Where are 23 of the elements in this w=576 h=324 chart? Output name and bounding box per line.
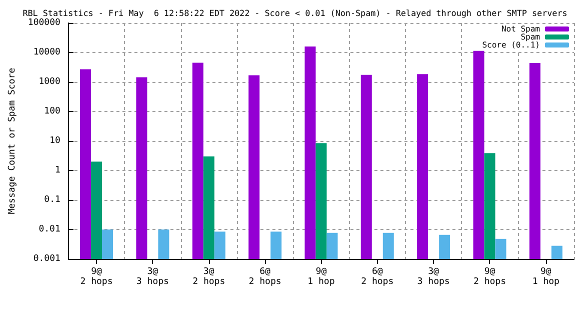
- y-tick-label: 100000: [28, 18, 60, 28]
- x-tick-label: 9@ 2 hops: [473, 267, 506, 287]
- legend-label: Spam: [520, 32, 540, 42]
- legend-label: Score (0..1): [482, 40, 540, 50]
- x-tick-label: 9@ 1 hop: [308, 267, 335, 287]
- y-tick-label: 1000: [38, 77, 60, 87]
- y-tick-label: 0.001: [33, 254, 60, 264]
- y-tick-label: 10: [50, 136, 60, 146]
- y-tick-label: 0.01: [38, 224, 60, 234]
- x-tick-label: 6@ 2 hops: [361, 267, 394, 287]
- legend-label: Not Spam: [501, 24, 540, 34]
- y-tick-label: 0.1: [44, 195, 60, 205]
- x-tick-label: 3@ 2 hops: [192, 267, 226, 287]
- y-tick-label: 1: [54, 166, 60, 176]
- chart-title: RBL Statistics - Fri May 6 12:58:22 EDT 2022 - Score < 0.01 (Non-Spam) - Relayed through other SMTP servers: [22, 8, 568, 18]
- y-axis-title: Message Count or Spam Score: [8, 68, 18, 214]
- x-tick-label: 3@ 3 hops: [136, 267, 169, 287]
- x-tick-label: 9@ 2 hops: [80, 267, 113, 287]
- y-tick-label: 100: [44, 106, 60, 116]
- x-tick-label: 3@ 3 hops: [417, 267, 450, 287]
- y-tick-label: 10000: [33, 48, 60, 58]
- x-tick-label: 6@ 2 hops: [248, 267, 282, 287]
- x-tick-label: 9@ 1 hop: [532, 267, 560, 287]
